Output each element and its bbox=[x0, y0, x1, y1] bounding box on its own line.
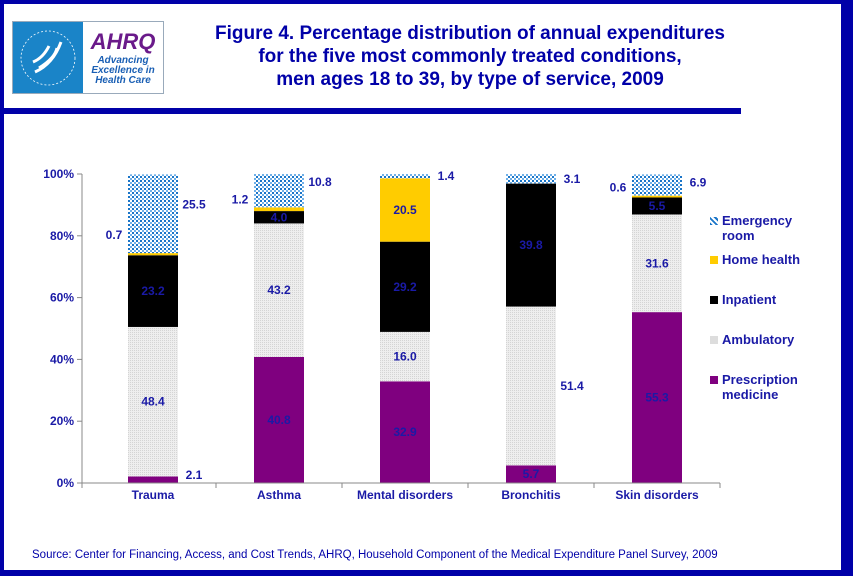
y-tick-label: 0% bbox=[57, 476, 75, 490]
x-tick-label: Mental disorders bbox=[357, 488, 453, 502]
bar-inpatient bbox=[380, 241, 430, 332]
y-tick-label: 60% bbox=[50, 291, 74, 305]
bar-home-health bbox=[380, 178, 430, 242]
bar-emergency-room bbox=[506, 174, 556, 184]
bar-ambulatory bbox=[506, 306, 556, 466]
data-label: 2.1 bbox=[186, 468, 203, 482]
bar-emergency-room bbox=[632, 174, 682, 196]
bar-ambulatory bbox=[380, 331, 430, 382]
bar-ambulatory bbox=[254, 223, 304, 357]
legend-emergency-room: Emergency room bbox=[710, 213, 822, 243]
data-label: 48.4 bbox=[141, 395, 165, 409]
y-tick-label: 100% bbox=[43, 167, 74, 181]
x-tick-label: Asthma bbox=[257, 488, 301, 502]
x-tick-label: Trauma bbox=[132, 488, 175, 502]
data-label: 40.8 bbox=[267, 413, 291, 427]
data-label: 1.2 bbox=[232, 192, 249, 206]
bar-inpatient bbox=[632, 197, 682, 215]
chart-title: Figure 4. Percentage distribution of ann… bbox=[215, 23, 725, 90]
y-tick-label: 80% bbox=[50, 229, 74, 243]
data-label: 4.0 bbox=[271, 210, 288, 224]
data-label: 29.2 bbox=[393, 280, 417, 294]
data-label: 5.7 bbox=[523, 467, 540, 481]
data-label: 0.6 bbox=[610, 181, 627, 195]
bar-emergency-room bbox=[128, 174, 178, 254]
ahrq-logo: AHRQ Advancing Excellence in Health Care bbox=[12, 21, 164, 94]
bar-prescription-medicine bbox=[128, 476, 178, 483]
legend-ambulatory: Ambulatory bbox=[710, 332, 822, 347]
x-tick-label: Bronchitis bbox=[501, 488, 561, 502]
legend-inpatient: Inpatient bbox=[710, 292, 822, 307]
bar-inpatient bbox=[128, 255, 178, 327]
hhs-seal-icon bbox=[13, 22, 83, 93]
bar-inpatient bbox=[254, 211, 304, 224]
data-label: 1.4 bbox=[438, 169, 455, 183]
data-label: 31.6 bbox=[645, 256, 669, 270]
bar-emergency-room bbox=[254, 174, 304, 208]
data-label: 55.3 bbox=[645, 391, 669, 405]
bar-ambulatory bbox=[128, 326, 178, 477]
bar-prescription-medicine bbox=[380, 381, 430, 483]
legend-prescription-medicine: Prescription medicine bbox=[710, 372, 822, 402]
data-label: 51.4 bbox=[560, 379, 584, 393]
bar-prescription-medicine bbox=[632, 312, 682, 483]
data-label: 0.7 bbox=[106, 228, 123, 242]
legend-home-health: Home health bbox=[710, 252, 822, 267]
data-label: 6.9 bbox=[690, 175, 707, 189]
bar-home-health bbox=[254, 207, 304, 212]
header-divider bbox=[4, 108, 741, 114]
data-label: 32.9 bbox=[393, 425, 417, 439]
bar-home-health bbox=[632, 195, 682, 198]
data-label: 10.8 bbox=[308, 175, 332, 189]
data-label: 23.2 bbox=[141, 284, 165, 298]
bar-inpatient bbox=[506, 183, 556, 307]
bar-home-health bbox=[128, 253, 178, 256]
data-label: 43.2 bbox=[267, 283, 291, 297]
bar-prescription-medicine bbox=[254, 356, 304, 483]
data-label: 3.1 bbox=[564, 172, 581, 186]
data-label: 5.5 bbox=[649, 199, 666, 213]
y-tick-label: 40% bbox=[50, 352, 74, 366]
data-label: 20.5 bbox=[393, 203, 417, 217]
bar-ambulatory bbox=[632, 214, 682, 313]
data-label: 39.8 bbox=[519, 238, 543, 252]
source-note: Source: Center for Financing, Access, an… bbox=[32, 549, 718, 561]
bar-prescription-medicine bbox=[506, 465, 556, 483]
ahrq-wordmark: AHRQ Advancing Excellence in Health Care bbox=[83, 22, 163, 93]
data-label: 25.5 bbox=[182, 197, 206, 211]
bar-emergency-room bbox=[380, 174, 430, 179]
x-tick-label: Skin disorders bbox=[615, 488, 699, 502]
data-label: 16.0 bbox=[393, 350, 417, 364]
y-tick-label: 20% bbox=[50, 414, 74, 428]
